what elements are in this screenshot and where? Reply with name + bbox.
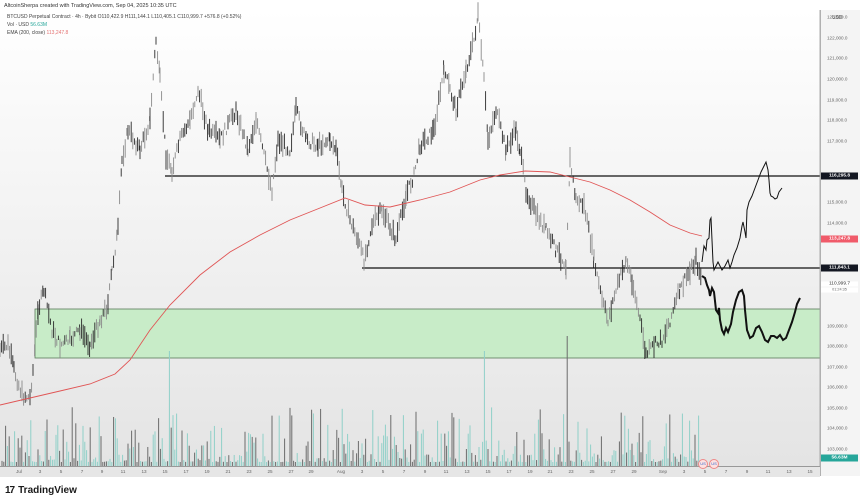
legend-symbol: BTCUSD Perpetual Contract · 4h · Bybit	[7, 14, 97, 20]
time-scale-label: 15	[807, 469, 813, 474]
time-scale-label: 13	[786, 469, 792, 474]
time-scale-label: 23	[246, 469, 252, 474]
legend-volume-row[interactable]: Vol · USD 56.63M	[7, 21, 241, 29]
economic-event-us-flag-icon[interactable]: US	[709, 459, 719, 469]
time-scale-label: 3	[360, 469, 364, 474]
bullish-projection-path	[701, 160, 783, 272]
legend-volume-value: 56.63M	[30, 22, 48, 28]
time-scale-label: 13	[141, 469, 147, 474]
time-scale-label: 21	[225, 469, 231, 474]
volume-tag: 56.63M	[821, 454, 858, 462]
price-scale-label: 105,000.0	[827, 405, 848, 411]
price-scale-currency[interactable]: USD	[832, 15, 843, 21]
price-scale-label: 115,000.0	[827, 199, 848, 205]
candlestick-series	[0, 2, 702, 406]
economic-event-us-flag-icon[interactable]: US	[698, 459, 708, 469]
time-scale-label: 17	[183, 469, 189, 474]
time-scale-label: 5	[703, 469, 707, 474]
time-scale-label: 29	[308, 469, 314, 474]
chart-pane[interactable]	[0, 10, 820, 466]
time-scale-label: 21	[547, 469, 553, 474]
price-scale-label: 119,000.0	[827, 97, 848, 103]
bar-countdown: 01:24:35	[821, 287, 858, 293]
tradingview-logo: 17 TradingView	[5, 485, 77, 496]
last-price-tag: 110,999.7	[821, 281, 858, 287]
time-scale-label: 3	[38, 469, 42, 474]
price-scale-label: 114,000.0	[827, 220, 848, 226]
price-scale-label: 109,000.0	[827, 323, 848, 329]
time-scale-label: 15	[162, 469, 168, 474]
price-scale-label: 118,000.0	[827, 117, 848, 123]
tradingview-mark-icon: 17	[5, 485, 15, 496]
resistance-price-tag: 116,295.8	[821, 172, 858, 180]
price-scale-label: 122,000.0	[827, 35, 848, 41]
price-scale-label: 117,000.0	[827, 138, 848, 144]
legend-ema-row[interactable]: EMA (200, close) 113,247.8	[7, 29, 241, 37]
time-scale-label: 19	[204, 469, 210, 474]
price-scale-label: 121,000.0	[827, 55, 848, 61]
time-scale-label: 27	[610, 469, 616, 474]
time-scale-label: 5	[381, 469, 385, 474]
time-scale-label: 9	[423, 469, 427, 474]
legend-symbol-row[interactable]: BTCUSD Perpetual Contract · 4h · Bybit O…	[7, 13, 241, 21]
time-scale-label: 7	[724, 469, 728, 474]
price-scale-label: 106,000.0	[827, 384, 848, 390]
chart-credit: AltcoinSherpa created with TradingView.c…	[4, 3, 177, 9]
price-scale-label: 123,000.0	[827, 14, 848, 20]
time-scale-label: 11	[765, 469, 771, 474]
price-scale-label: 120,000.0	[827, 76, 848, 82]
volume-histogram	[1, 336, 700, 466]
price-scale[interactable]	[820, 10, 860, 476]
time-scale-label: 15	[485, 469, 491, 474]
time-scale[interactable]	[0, 466, 820, 477]
ema-200-line	[0, 170, 703, 406]
time-scale-label: 9	[100, 469, 104, 474]
time-scale-label: 29	[631, 469, 637, 474]
time-scale-label: 7	[80, 469, 84, 474]
time-scale-label: 27	[288, 469, 294, 474]
time-scale-label: 7	[402, 469, 406, 474]
price-scale-label: 108,000.0	[827, 343, 848, 349]
time-scale-label: Jul	[16, 469, 22, 474]
support-price-tag: 111,843.1	[821, 264, 858, 272]
time-scale-label: 5	[59, 469, 63, 474]
price-scale-label: 103,000.0	[827, 446, 848, 452]
time-scale-label: 25	[589, 469, 595, 474]
ema-price-tag: 113,247.8	[821, 235, 858, 243]
time-scale-label: 23	[568, 469, 574, 474]
tradingview-wordmark: TradingView	[18, 485, 77, 496]
legend-ohlc: O110,422.9 H111,144.1 L110,405.1 C110,99…	[97, 14, 242, 20]
time-scale-label: Aug	[336, 469, 346, 474]
time-scale-label: 9	[745, 469, 749, 474]
time-scale-label: 11	[120, 469, 126, 474]
time-scale-label: 19	[527, 469, 533, 474]
demand-zone-rectangle[interactable]	[34, 308, 823, 359]
price-scale-label: 104,000.0	[827, 425, 848, 431]
time-scale-label: Sep	[658, 469, 668, 474]
time-scale-label: 25	[267, 469, 273, 474]
time-scale-label: 13	[464, 469, 470, 474]
chart-legend: BTCUSD Perpetual Contract · 4h · Bybit O…	[7, 13, 241, 37]
time-scale-label: 3	[682, 469, 686, 474]
legend-ema-label: EMA (200, close)	[7, 30, 46, 36]
price-scale-label: 107,000.0	[827, 364, 848, 370]
time-scale-label: 17	[506, 469, 512, 474]
legend-ema-value: 113,247.8	[46, 30, 69, 36]
time-scale-label: 11	[443, 469, 449, 474]
legend-volume-label: Vol · USD	[7, 22, 29, 28]
bearish-projection-path	[701, 275, 801, 344]
